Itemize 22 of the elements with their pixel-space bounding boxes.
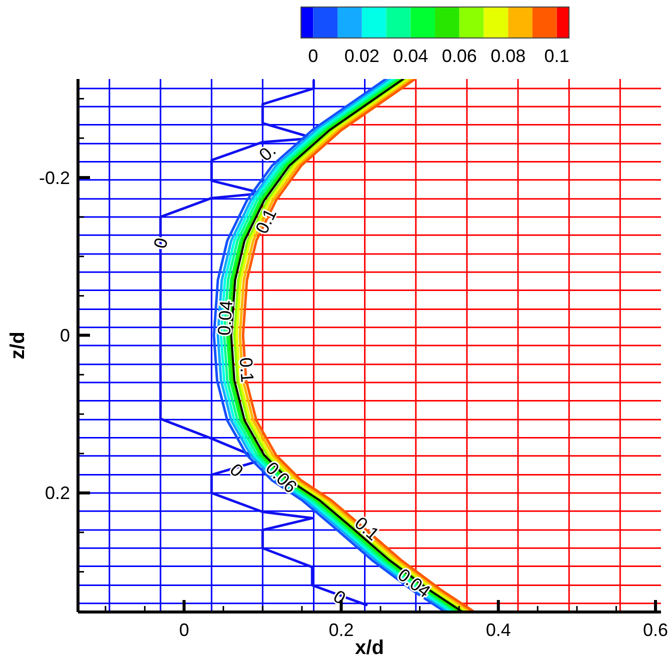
annotation: 0.1 xyxy=(236,356,258,384)
color-bar-label: 0.02 xyxy=(344,46,380,66)
x-tick-label: 0.6 xyxy=(642,620,668,640)
x-axis-title: x/d xyxy=(355,637,384,659)
x-tick-label: 0.4 xyxy=(486,620,511,640)
y-tick-label: -0.2 xyxy=(38,168,70,188)
annotation: 0.1 xyxy=(252,205,281,237)
x-tick-label: 0.2 xyxy=(328,620,354,640)
color-bar-label: 0.06 xyxy=(442,46,477,66)
y-tick-label: 0.2 xyxy=(44,483,70,504)
color-bar-label: 0 xyxy=(308,46,318,66)
x-tick-label: 0 xyxy=(179,620,190,640)
color-bar-label: 0.08 xyxy=(490,46,526,66)
color-bar-label: 0.1 xyxy=(544,46,570,66)
annotation: 0.04 xyxy=(214,300,236,336)
annotation: 0 xyxy=(150,236,172,250)
annotation: 0.1 xyxy=(350,512,383,544)
annotation: 0. xyxy=(255,140,280,166)
annotation: 0 xyxy=(226,460,248,481)
y-axis-title: z/d xyxy=(7,332,29,360)
y-tick-label: 0 xyxy=(60,326,70,346)
color-bar-label: 0.04 xyxy=(393,46,428,66)
